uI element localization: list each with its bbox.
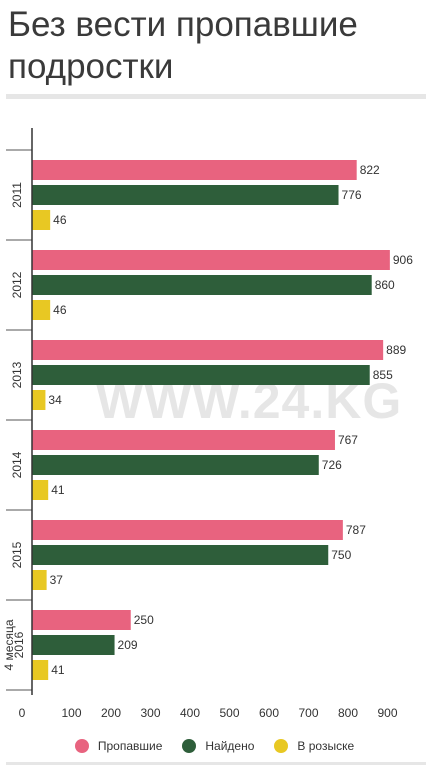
bar — [32, 275, 372, 295]
legend-label: Пропавшие — [97, 739, 163, 753]
category-label: 4 месяца — [2, 619, 16, 670]
bar — [32, 185, 339, 205]
data-label: 822 — [360, 163, 380, 177]
legend-swatch — [74, 739, 89, 753]
category-label: 2012 — [10, 271, 24, 298]
data-label: 46 — [53, 213, 67, 227]
bar — [32, 210, 51, 230]
legend-item: Пропавшие — [74, 739, 163, 753]
bar — [32, 430, 335, 450]
data-label: 906 — [393, 253, 413, 267]
category-label: 2014 — [10, 451, 24, 478]
title-divider — [6, 94, 426, 99]
legend-swatch — [274, 739, 289, 753]
x-tick-label: 300 — [140, 706, 160, 720]
data-label: 250 — [134, 613, 154, 627]
data-label: 767 — [338, 433, 358, 447]
x-tick-label: 400 — [180, 706, 200, 720]
data-label: 855 — [373, 368, 393, 382]
legend-swatch — [182, 739, 197, 753]
data-label: 37 — [50, 573, 64, 587]
x-tick-label: 800 — [338, 706, 358, 720]
data-label: 34 — [48, 393, 62, 407]
category-label: 2015 — [10, 541, 24, 568]
data-label: 776 — [342, 188, 362, 202]
bar — [32, 455, 319, 475]
data-label: 726 — [322, 458, 342, 472]
bar — [32, 480, 49, 500]
chart-legend: Пропавшие Найдено В розыске — [0, 735, 429, 757]
x-tick-label: 100 — [61, 706, 81, 720]
legend-label: В розыске — [297, 739, 355, 753]
bottom-divider — [6, 762, 426, 765]
data-label: 209 — [118, 638, 138, 652]
category-label: 2013 — [10, 361, 24, 388]
bar — [32, 635, 115, 655]
data-label: 46 — [53, 303, 67, 317]
x-tick-label: 0 — [19, 706, 26, 720]
bar — [32, 250, 390, 270]
data-label: 750 — [331, 548, 351, 562]
x-tick-label: 700 — [298, 706, 318, 720]
data-label: 889 — [386, 343, 406, 357]
bar — [32, 610, 131, 630]
bar — [32, 570, 47, 590]
bar — [32, 160, 357, 180]
bar — [32, 300, 51, 320]
bar-chart: 2011 822 776 46 2012 906 860 46 2013 889 855 34 2014… — [2, 128, 413, 720]
x-tick-label: 200 — [101, 706, 121, 720]
legend-item: Найдено — [182, 739, 254, 753]
data-label: 41 — [51, 663, 65, 677]
legend-item: В розыске — [274, 739, 354, 753]
data-label: 787 — [346, 523, 366, 537]
bar — [32, 390, 46, 410]
category-label: 2011 — [10, 182, 24, 208]
bar — [32, 340, 384, 360]
x-tick-label: 900 — [377, 706, 397, 720]
bar — [32, 545, 329, 565]
x-tick-label: 500 — [219, 706, 239, 720]
bar — [32, 660, 49, 680]
category-label: 2016 — [12, 631, 26, 658]
bar — [32, 520, 343, 540]
chart-title: Без вести пропавшие подростки — [8, 5, 358, 86]
data-label: 860 — [375, 278, 395, 292]
bar — [32, 365, 370, 385]
data-label: 41 — [51, 483, 65, 497]
legend-label: Найдено — [205, 739, 255, 753]
x-tick-label: 600 — [259, 706, 279, 720]
